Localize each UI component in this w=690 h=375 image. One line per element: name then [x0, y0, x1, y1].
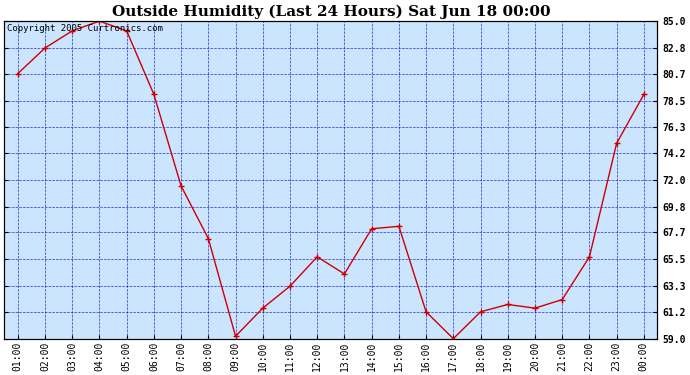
- Text: Copyright 2005 Curtronics.com: Copyright 2005 Curtronics.com: [8, 24, 164, 33]
- Title: Outside Humidity (Last 24 Hours) Sat Jun 18 00:00: Outside Humidity (Last 24 Hours) Sat Jun…: [112, 4, 550, 18]
